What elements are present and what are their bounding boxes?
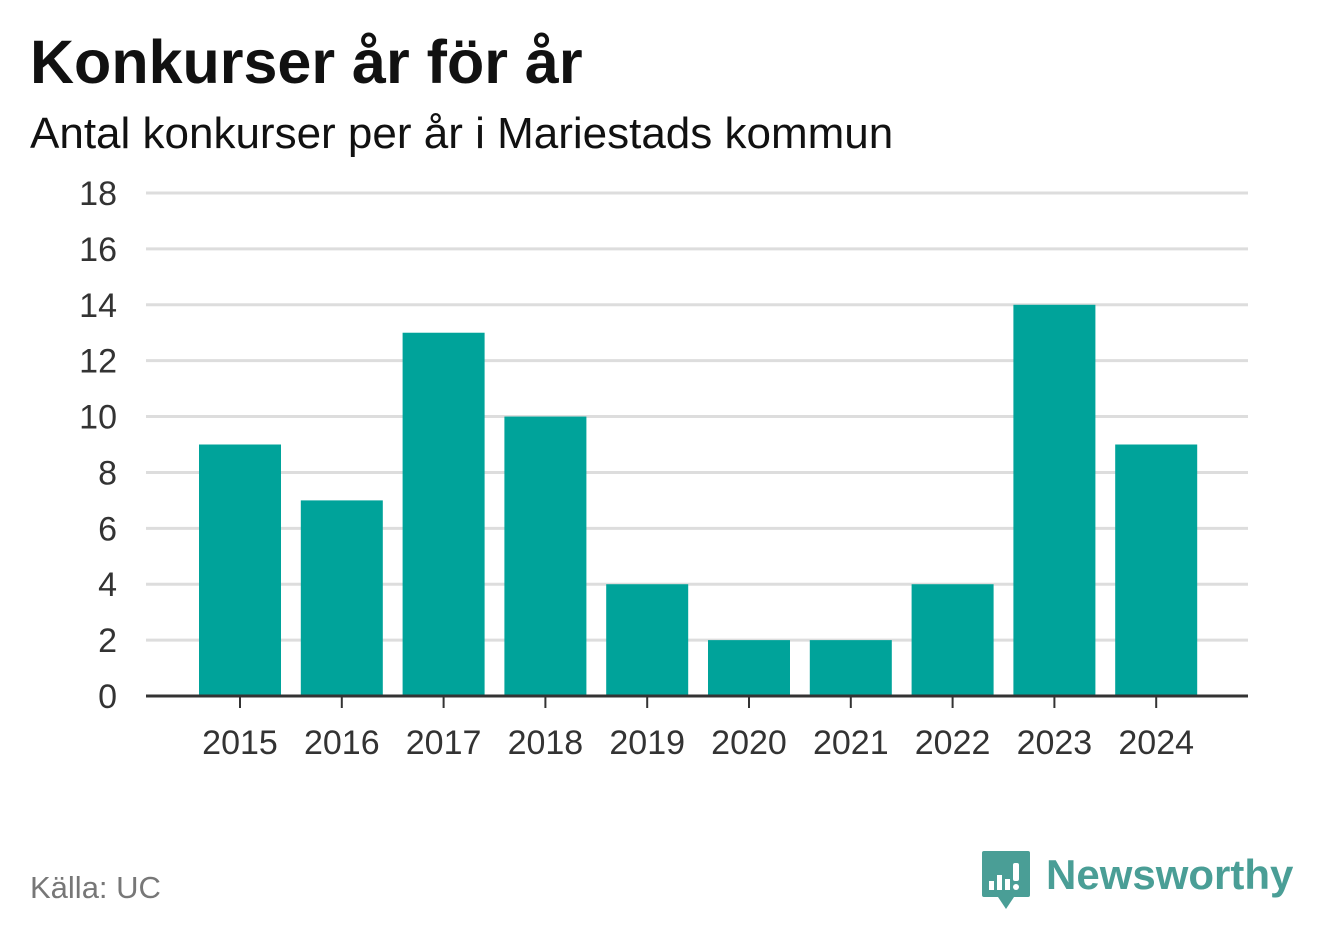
bar-2020 bbox=[708, 640, 790, 696]
bar-2017 bbox=[402, 332, 485, 696]
y-tick-label: 6 bbox=[98, 510, 117, 548]
x-tick-label: 2022 bbox=[915, 724, 991, 762]
bar-2015 bbox=[199, 444, 281, 696]
bar-2019 bbox=[606, 584, 689, 696]
chart-subtitle: Antal konkurser per år i Mariestads komm… bbox=[30, 109, 894, 158]
bar-2016 bbox=[300, 500, 383, 696]
x-tick-label: 2018 bbox=[508, 724, 584, 762]
bar-2024 bbox=[1115, 444, 1198, 696]
brand-logo[interactable]: Newsworthy bbox=[980, 848, 1293, 912]
x-tick-label: 2023 bbox=[1017, 724, 1093, 762]
x-tick-label: 2020 bbox=[711, 724, 787, 762]
x-tick-label: 2017 bbox=[406, 724, 482, 762]
x-tick-label: 2015 bbox=[202, 724, 278, 762]
newsworthy-logo-icon bbox=[982, 851, 1030, 909]
y-tick-label: 14 bbox=[79, 287, 117, 325]
y-tick-label: 16 bbox=[79, 231, 117, 269]
x-tick-label: 2021 bbox=[813, 724, 889, 762]
bar-2018 bbox=[504, 416, 587, 696]
y-tick-label: 4 bbox=[98, 566, 117, 604]
y-tick-label: 10 bbox=[79, 399, 117, 437]
chart-title: Konkurser år för år bbox=[30, 28, 583, 96]
y-tick-labels: 0 2 4 6 8 10 12 14 16 18 bbox=[79, 175, 117, 716]
bar-2021 bbox=[809, 640, 892, 696]
x-tick-label: 2024 bbox=[1118, 724, 1194, 762]
bars bbox=[199, 304, 1198, 696]
bar-2022 bbox=[911, 584, 994, 696]
x-tick-label: 2016 bbox=[304, 724, 380, 762]
y-tick-label: 12 bbox=[79, 343, 117, 381]
x-axis bbox=[146, 694, 1248, 708]
y-tick-label: 0 bbox=[98, 678, 117, 716]
y-tick-label: 18 bbox=[79, 175, 117, 213]
x-tick-labels: 2015 2016 2017 2018 2019 2020 2021 2022 2023 2024 bbox=[202, 724, 1194, 762]
x-tick-label: 2019 bbox=[609, 724, 685, 762]
brand-name: Newsworthy bbox=[1046, 851, 1294, 898]
bar-2023 bbox=[1013, 304, 1096, 696]
y-tick-label: 8 bbox=[98, 454, 117, 492]
y-tick-label: 2 bbox=[98, 622, 117, 660]
source-note: Källa: UC bbox=[30, 870, 161, 905]
